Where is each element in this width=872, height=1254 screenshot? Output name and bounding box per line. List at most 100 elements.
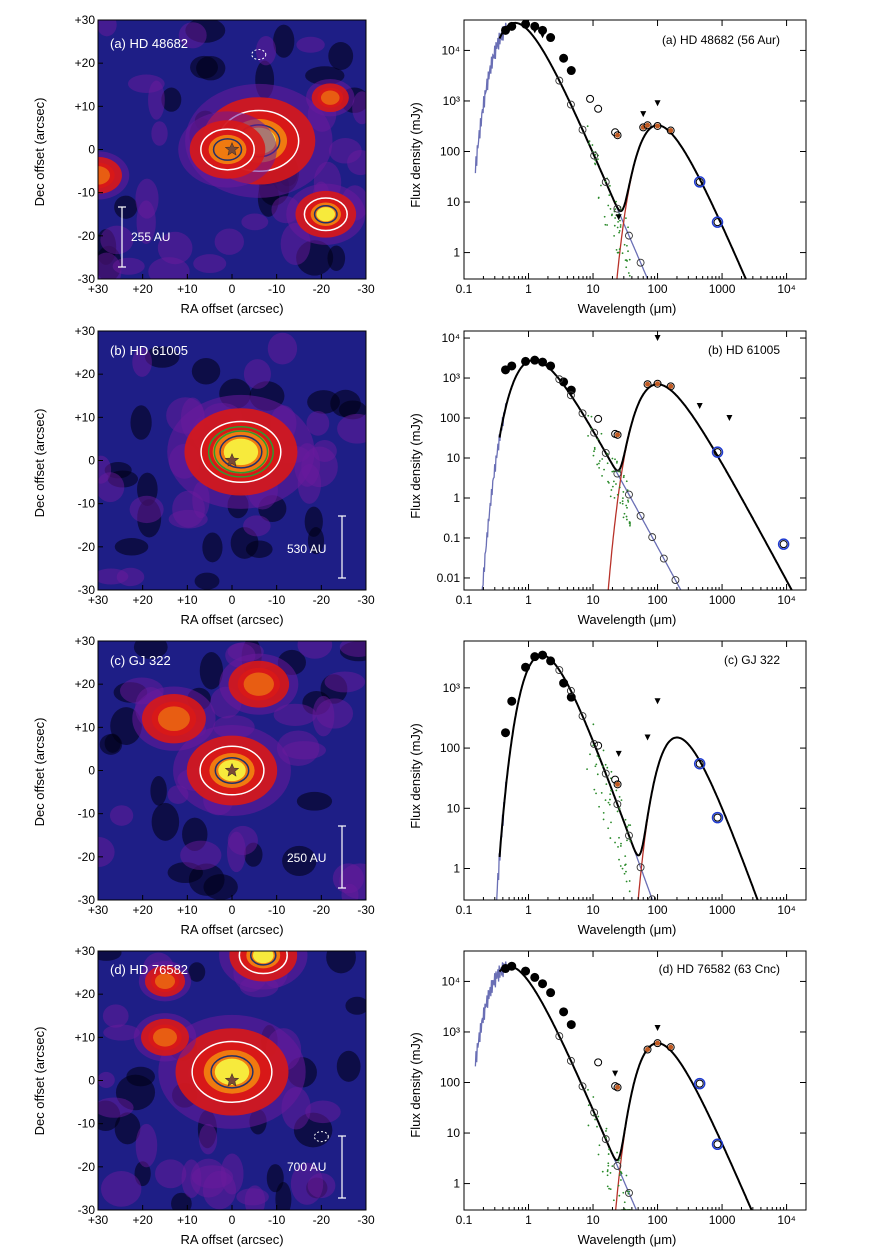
x-tick-label: 1 — [525, 593, 532, 607]
y-tick-label: 1 — [453, 491, 460, 505]
irs-spectrum-point — [616, 226, 619, 229]
photosphere-point — [555, 666, 564, 675]
irs-spectrum-point — [627, 226, 629, 229]
contour-white — [199, 745, 265, 796]
noise-purple-blob — [151, 121, 168, 146]
irs-spectrum-point — [610, 789, 613, 792]
photosphere-point — [625, 490, 633, 499]
irs-spectrum-point — [604, 180, 607, 183]
photosphere-model — [474, 961, 638, 1210]
y-tick-label: 10⁴ — [441, 43, 460, 57]
irs-spectrum-point — [625, 880, 628, 883]
contour-navy — [210, 1055, 254, 1089]
irs-spectrum-point — [606, 224, 609, 226]
photosphere-point — [613, 1161, 622, 1170]
noise-purple-blob — [297, 641, 333, 659]
sed-panel-b: (b) HD 61005 Wavelength (μm) Flux densit… — [408, 330, 807, 627]
irs-spectrum-point — [598, 462, 600, 465]
x-tick-label: +10 — [177, 593, 198, 607]
irs-spectrum-point — [627, 272, 630, 274]
y-tick-label: 1 — [453, 246, 460, 260]
irs-spectrum-point — [607, 1153, 610, 1155]
photosphere-point — [578, 125, 587, 134]
noise-purple-blob — [157, 231, 193, 265]
x-tick-label: 0.1 — [456, 1213, 473, 1227]
irs-spectrum-point — [622, 476, 625, 479]
irs-spectrum-point — [616, 810, 619, 813]
y-tick-label: +10 — [75, 720, 96, 734]
irs-spectrum-point — [590, 415, 593, 418]
irs-spectrum-point — [606, 462, 609, 465]
x-tick-label: 10 — [586, 1213, 600, 1227]
photometry-point — [695, 177, 704, 186]
x-tick-label: -10 — [268, 282, 286, 296]
irs-spectrum-point — [609, 798, 611, 801]
emission-layer — [214, 1058, 250, 1086]
irs-spectrum-point — [619, 1170, 622, 1173]
y-tick-label: +20 — [75, 367, 96, 381]
x-tick-label: -10 — [268, 593, 286, 607]
irs-spectrum-point — [617, 846, 619, 848]
sed-xlabel: Wavelength (μm) — [578, 922, 677, 937]
irs-spectrum-point — [619, 219, 621, 222]
contour-navy — [313, 204, 338, 224]
photosphere-point — [578, 712, 587, 720]
x-tick-label: +20 — [132, 282, 153, 296]
disk-model — [607, 383, 793, 590]
irs-spectrum-point — [615, 789, 618, 792]
noise-dark-blob — [171, 1192, 192, 1210]
map-ylabel: Dec offset (arcsec) — [32, 1027, 47, 1136]
noise-dark-blob — [273, 24, 295, 58]
irs-spectrum-point — [618, 248, 621, 251]
irs-spectrum-point — [628, 258, 631, 261]
photosphere-model — [474, 22, 649, 279]
irs-spectrum-point — [604, 763, 607, 766]
irs-spectrum-point — [598, 1144, 601, 1147]
star-marker — [224, 762, 240, 777]
photometry-point — [546, 656, 556, 666]
noise-dark-blob — [296, 791, 333, 811]
x-tick-label: +30 — [88, 903, 109, 917]
y-tick-label: +30 — [75, 13, 96, 27]
irs-spectrum-point — [628, 1190, 631, 1193]
x-tick-label: 1 — [525, 282, 532, 296]
scale-bar-label: 255 AU — [131, 230, 170, 244]
submm-point — [693, 176, 706, 188]
noise-purple-blob — [282, 741, 327, 760]
photosphere-point — [648, 533, 657, 542]
sed-frame — [463, 640, 807, 901]
map-ylabel: Dec offset (arcsec) — [32, 718, 47, 827]
noise-purple-blob — [296, 36, 325, 53]
noise-dark-blob — [130, 405, 152, 440]
photosphere-point — [566, 1056, 575, 1065]
irs-spectrum-point — [597, 158, 599, 161]
irs-spectrum-point — [621, 500, 624, 503]
irs-spectrum-point — [629, 824, 632, 827]
noise-purple-blob — [324, 671, 366, 693]
irs-spectrum-point — [593, 446, 596, 449]
irs-spectrum-point — [619, 501, 622, 504]
irs-spectrum-point — [618, 231, 620, 234]
photosphere-point — [613, 469, 622, 478]
irs-spectrum-point — [614, 458, 616, 461]
irs-spectrum-point — [626, 506, 628, 509]
x-tick-label: -10 — [268, 903, 286, 917]
irs-spectrum-point — [606, 1170, 609, 1173]
x-tick-label: 0.1 — [456, 593, 473, 607]
total-model — [498, 21, 747, 279]
noise-purple-blob — [307, 1173, 336, 1199]
irs-spectrum-point — [626, 839, 628, 842]
irs-spectrum-point — [623, 1201, 626, 1204]
noise-purple-blob — [98, 837, 115, 867]
irs-spectrum-point — [598, 756, 600, 759]
irs-spectrum-point — [587, 414, 590, 417]
x-tick-label: 100 — [648, 282, 668, 296]
irs-spectrum-point — [618, 486, 621, 489]
irs-spectrum-point — [609, 1188, 612, 1191]
irs-spectrum-point — [618, 1157, 621, 1160]
irs-spectrum-point — [627, 1192, 630, 1195]
irs-spectrum-point — [608, 1187, 610, 1190]
photometry-point — [530, 355, 540, 365]
sed-ylabel: Flux density (mJy) — [408, 413, 423, 518]
